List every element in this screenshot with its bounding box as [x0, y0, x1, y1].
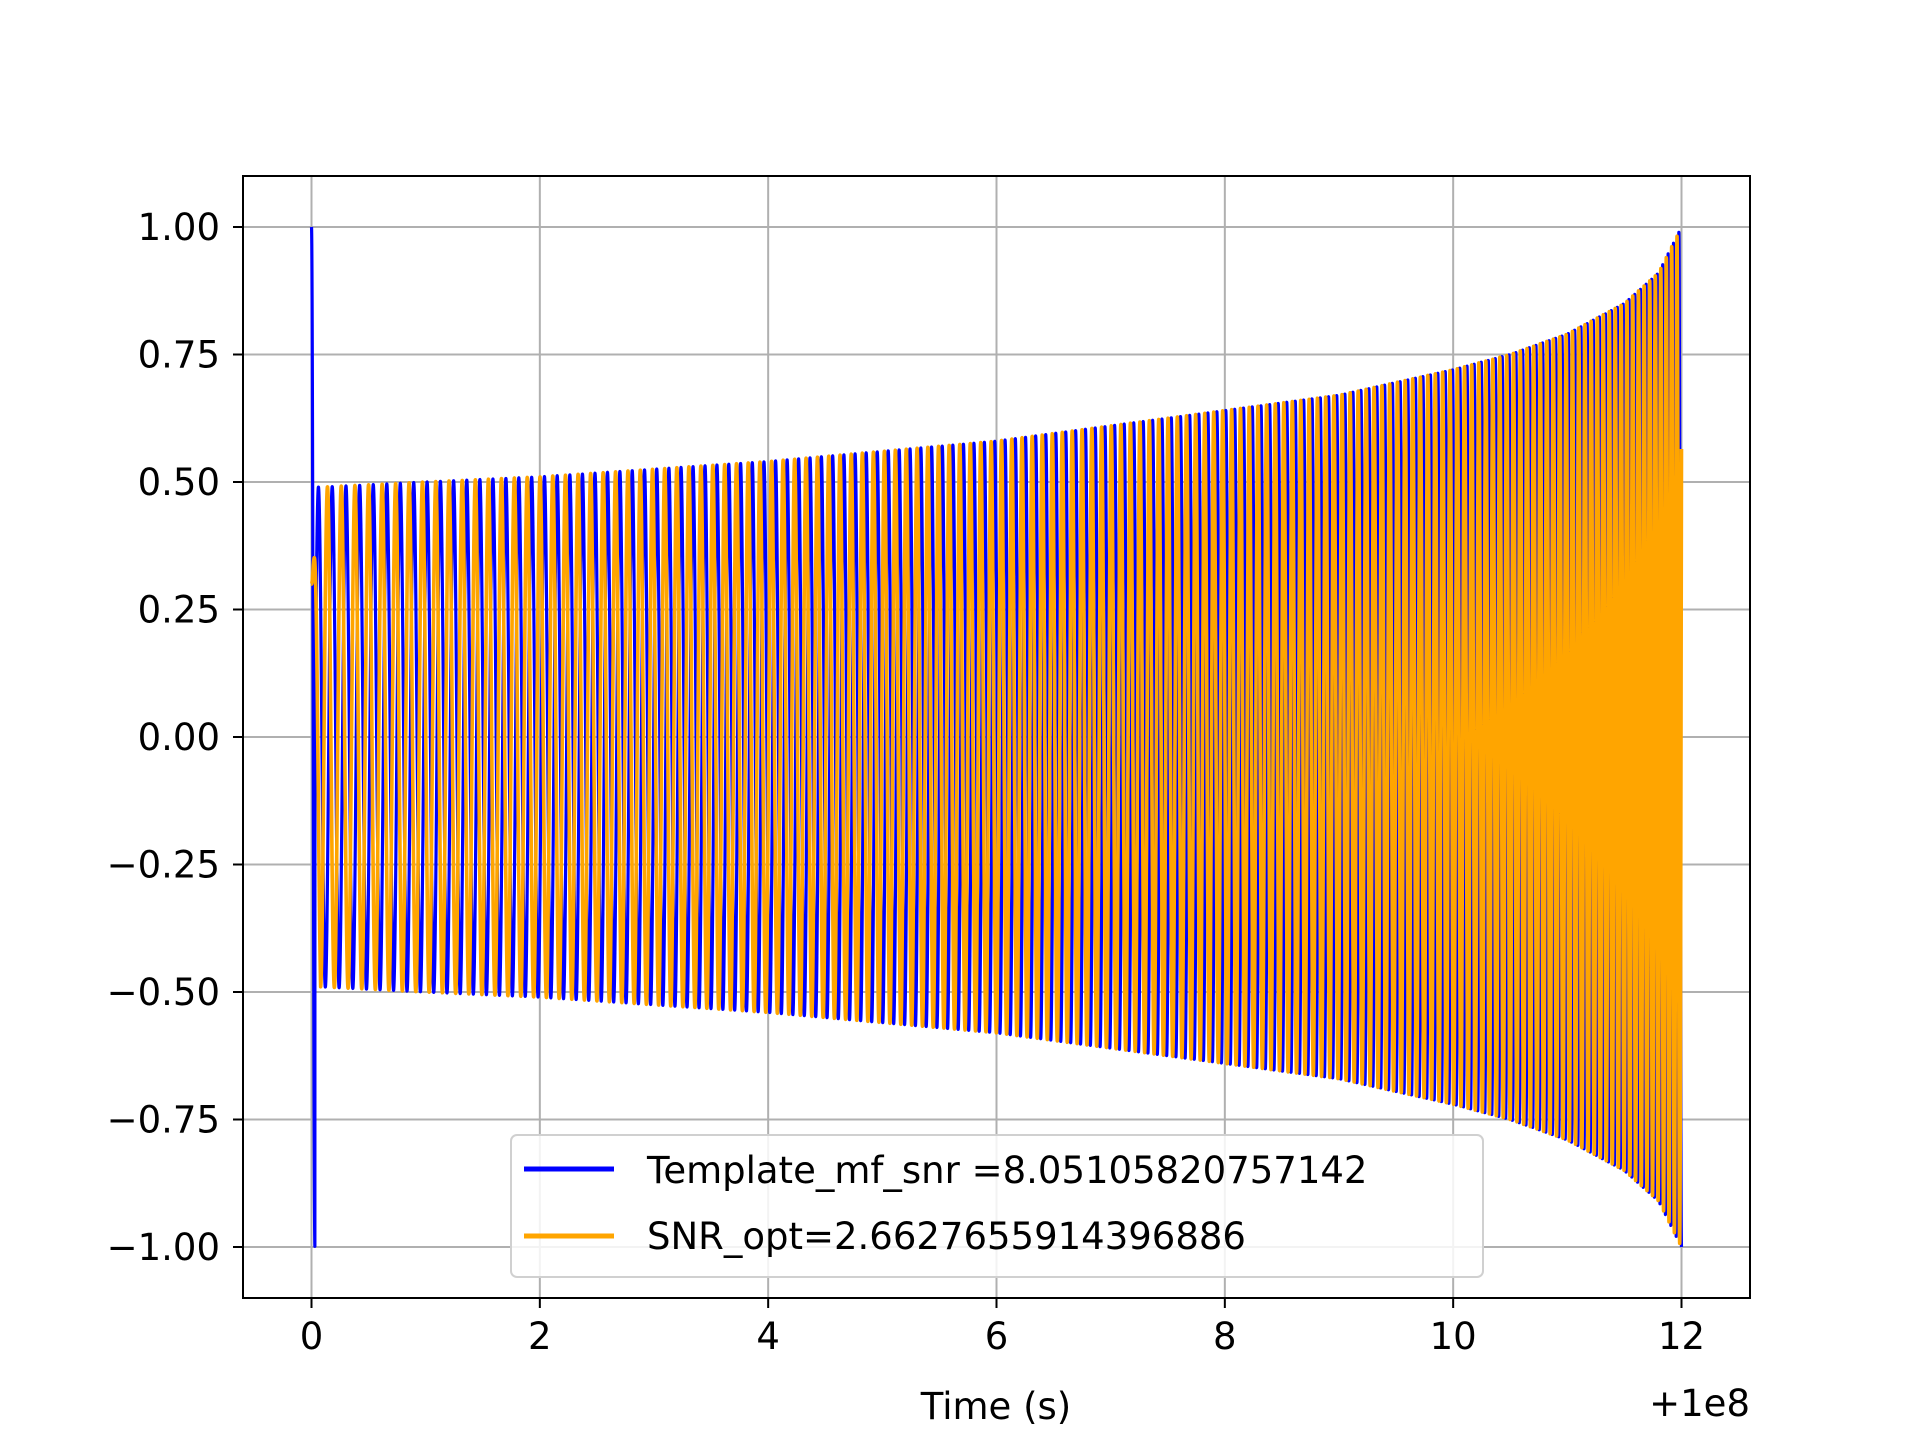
x-tick-label: 12 — [1658, 1315, 1705, 1358]
y-tick-label: 0.25 — [138, 589, 220, 632]
y-tick-label: 1.00 — [138, 206, 220, 249]
legend: Template_mf_snr =8.05105820757142 SNR_op… — [510, 1134, 1484, 1278]
y-tick-label: −0.50 — [107, 971, 220, 1014]
y-tick-label: 0.50 — [138, 461, 220, 504]
y-tick-label: 0.00 — [138, 716, 220, 759]
y-tick-label: −0.75 — [107, 1099, 220, 1142]
x-tick-label: 2 — [528, 1315, 552, 1358]
y-tick-label: −0.25 — [107, 844, 220, 887]
x-tick-label: 6 — [985, 1315, 1009, 1358]
series-line-template — [309, 226, 1684, 1248]
x-tick-label: 10 — [1430, 1315, 1477, 1358]
x-tick-label: 4 — [756, 1315, 780, 1358]
series-line-snr-opt — [309, 234, 1684, 1246]
legend-label-template: Template_mf_snr =8.05105820757142 — [646, 1149, 1367, 1192]
x-axis-offset-label: +1e8 — [1649, 1382, 1750, 1425]
axis-ticks: 0 2 4 6 8 10 12 1.00 0.75 0.50 0.25 0.00 −0.25 −0.50 −… — [107, 206, 1705, 1358]
x-axis-label: Time (s) — [920, 1385, 1071, 1428]
legend-label-snr-opt: SNR_opt=2.6627655914396886 — [647, 1215, 1246, 1258]
legend-box — [510, 1134, 1484, 1278]
series-layer — [309, 226, 1684, 1248]
y-tick-label: 0.75 — [138, 334, 220, 377]
x-tick-label: 0 — [300, 1315, 324, 1358]
y-tick-label: −1.00 — [107, 1226, 220, 1269]
x-tick-label: 8 — [1213, 1315, 1237, 1358]
